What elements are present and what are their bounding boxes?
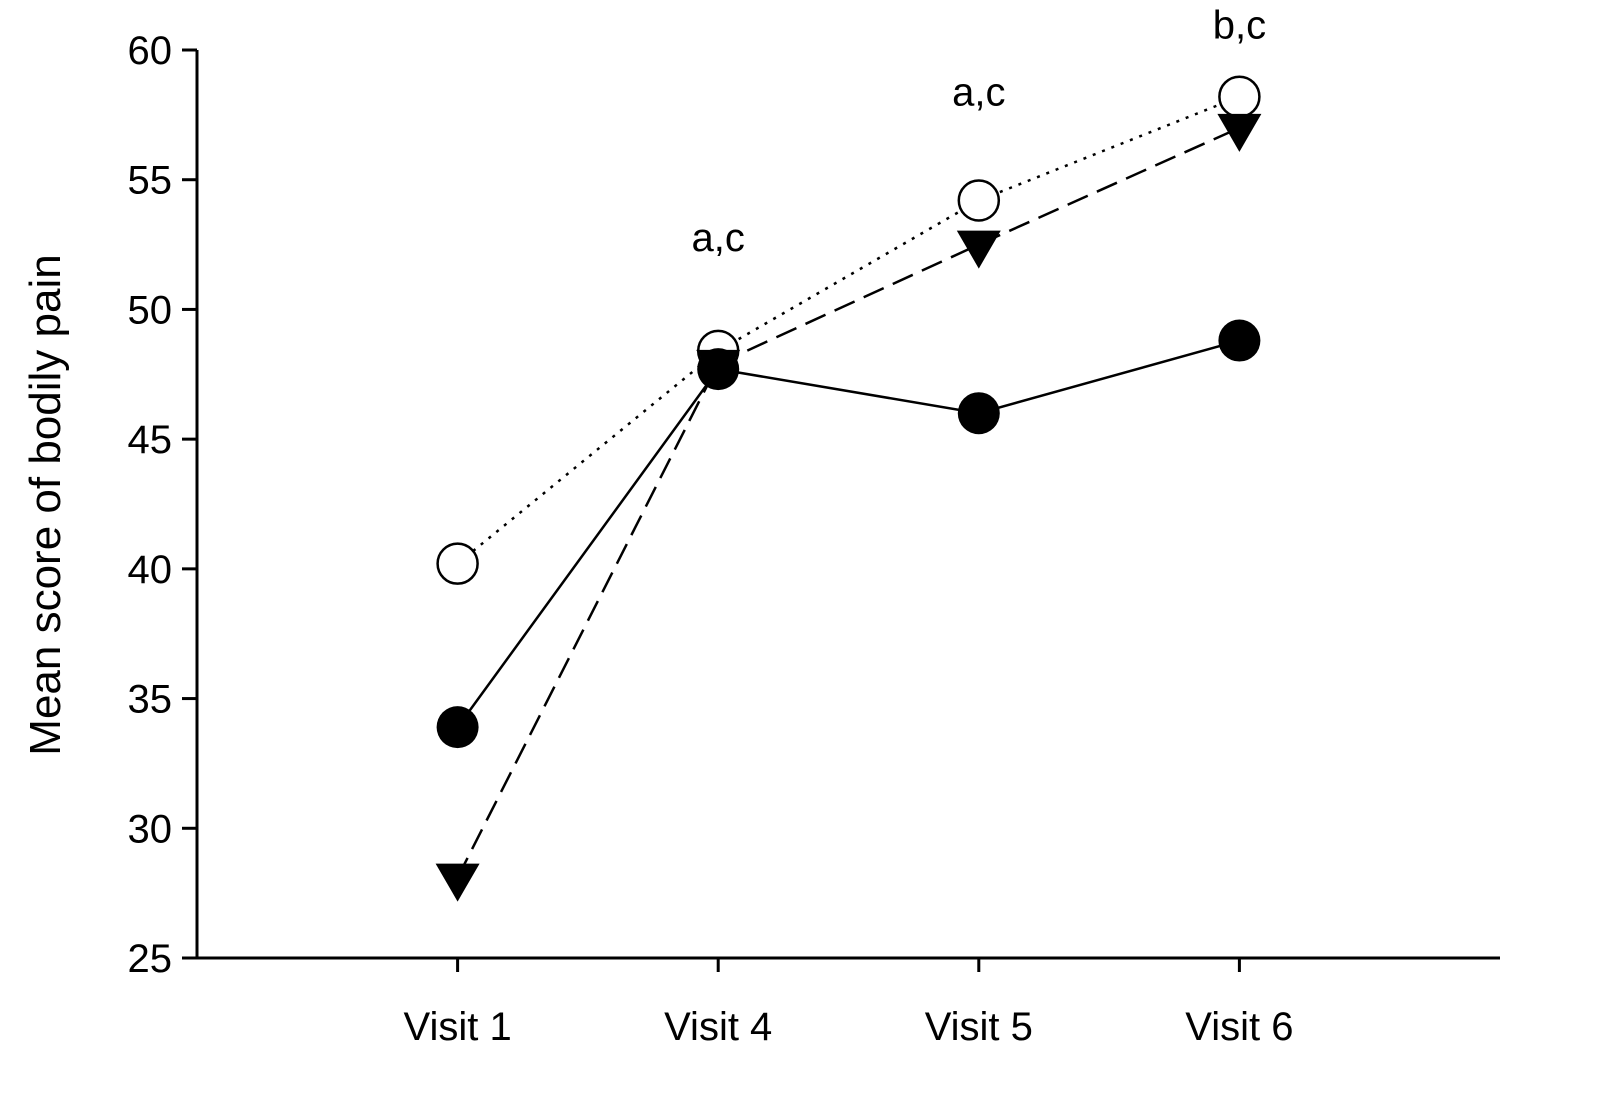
data-point-open-circle — [1218, 75, 1261, 118]
significance-annotation: b,c — [1213, 4, 1266, 48]
data-point-filled-circle — [436, 706, 479, 749]
data-point-filled-circle — [957, 392, 1000, 435]
y-tick-label: 35 — [128, 678, 173, 722]
data-point-triangle — [956, 230, 1001, 269]
data-point-triangle — [696, 349, 741, 388]
series-group — [435, 75, 1262, 902]
y-tick-label: 40 — [128, 548, 173, 592]
x-tick-label: Visit 1 — [403, 1005, 511, 1049]
series-open-circle — [436, 75, 1261, 585]
significance-annotation: a,c — [692, 216, 745, 260]
series-line — [456, 339, 1240, 728]
series-line — [456, 95, 1240, 565]
series-filled-down-triangle — [435, 113, 1262, 902]
series-filled-circle — [436, 319, 1261, 749]
x-tick-label: Visit 4 — [664, 1005, 772, 1049]
data-point-triangle — [1217, 113, 1262, 152]
y-tick-label: 25 — [128, 937, 173, 981]
y-tick-label: 50 — [128, 288, 173, 332]
significance-annotation: a,c — [952, 70, 1005, 114]
y-tick-label: 60 — [128, 29, 173, 73]
y-tick-label: 45 — [128, 418, 173, 462]
axes: 25 30 35 40 45 50 55 60 Visit 1 Visit 4 Visit 5 Vis… — [128, 29, 1500, 1049]
data-point-open-circle — [957, 179, 1001, 222]
data-point-open-circle — [436, 542, 479, 585]
y-tick-label: 30 — [128, 807, 173, 851]
data-point-triangle — [435, 863, 480, 902]
y-axis-label: Mean score of bodily pain — [21, 254, 70, 755]
x-tick-label: Visit 5 — [925, 1005, 1033, 1049]
y-tick-label: 55 — [128, 159, 173, 203]
series-line — [456, 126, 1240, 879]
x-tick-label: Visit 6 — [1185, 1005, 1293, 1049]
data-point-filled-circle — [1218, 319, 1261, 362]
annotations: a,c a,c b,c — [692, 4, 1267, 260]
